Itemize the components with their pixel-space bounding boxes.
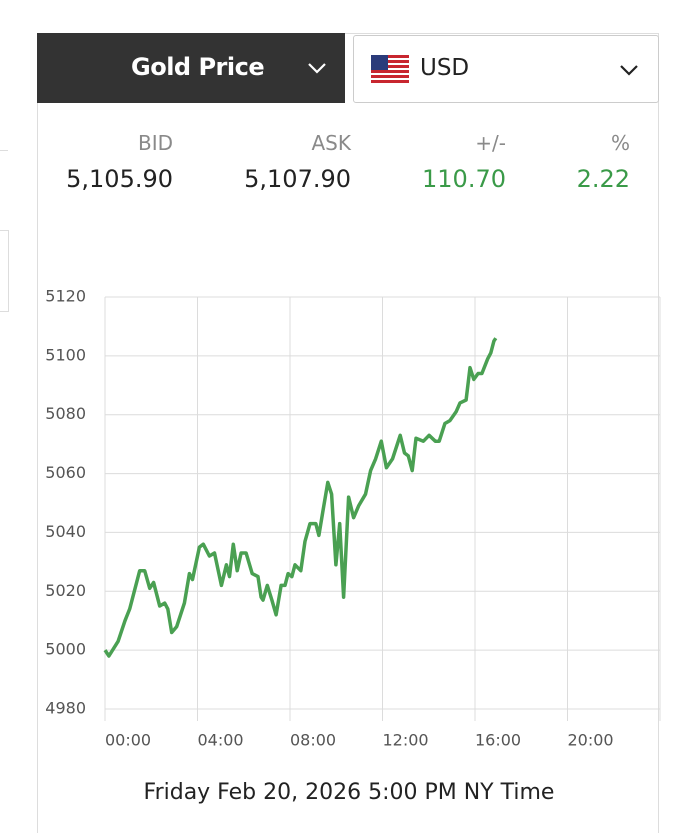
x-tick-label: 16:00 [475,731,521,750]
flag-icon [371,55,409,83]
quote-value: 5,107.90 [244,165,351,193]
y-tick-label: 5080 [45,404,86,423]
currency-label: USD [420,55,470,81]
chevron [308,63,326,74]
chevron [620,65,638,76]
quote-label: +/- [475,131,506,155]
x-tick-label: 08:00 [290,731,336,750]
currency-select[interactable]: USD [353,35,659,103]
x-tick-label: 00:00 [105,731,151,750]
side-divider [0,150,8,151]
y-tick-label: 5060 [45,463,86,482]
y-tick-label: 5120 [45,287,86,306]
quote-value: 110.70 [422,165,506,193]
y-tick-label: 5000 [45,640,86,659]
price-line [103,337,498,658]
quote-value: 5,105.90 [66,165,173,193]
quote-label: ASK [311,131,352,155]
x-tick-label: 04:00 [198,731,244,750]
metal-select[interactable]: Gold Price [37,33,345,103]
y-tick-label: 5100 [45,345,86,364]
quote-value: 2.22 [576,165,630,193]
quote-label: BID [137,131,173,155]
y-tick-label: 4980 [45,699,86,718]
y-tick-label: 5040 [45,522,86,541]
y-tick-label: 5020 [45,581,86,600]
chart-caption: Friday Feb 20, 2026 5:00 PM NY Time [144,780,555,805]
widget-panel [37,33,659,833]
x-tick-label: 20:00 [568,731,614,750]
x-tick-label: 12:00 [383,731,429,750]
metal-label: Gold Price [131,53,265,81]
side-divider [0,230,9,312]
quote-label: % [610,131,630,155]
